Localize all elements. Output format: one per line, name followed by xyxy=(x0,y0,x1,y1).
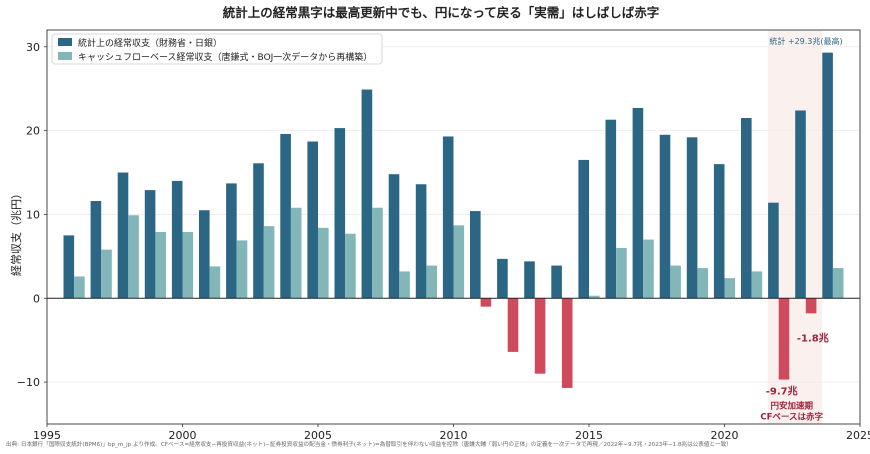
bar-cashflow-2022 xyxy=(778,298,790,380)
bar-cashflow-2010 xyxy=(453,225,465,299)
x-tick-label: 2000 xyxy=(169,429,197,442)
x-tick-label: 2020 xyxy=(711,429,739,442)
annotation-note-line1: 円安加速期 xyxy=(770,401,813,412)
bar-reported-1996 xyxy=(63,235,75,299)
source-note: 出典: 日本銀行「国際収支統計(BPM6)」bp_m_jp より作成。CFベース… xyxy=(6,440,732,448)
bar-cashflow-1996 xyxy=(74,276,85,299)
x-tick-label: 2010 xyxy=(440,429,468,442)
bar-reported-2015 xyxy=(578,159,589,299)
y-axis-label: 経常収支（兆円） xyxy=(10,188,23,276)
bar-cashflow-2008 xyxy=(399,271,410,299)
bar-reported-2000 xyxy=(171,180,183,299)
bar-cashflow-2014 xyxy=(561,298,573,388)
bar-cashflow-2023 xyxy=(805,298,817,314)
bar-reported-2014 xyxy=(551,265,562,299)
bar-cashflow-2018 xyxy=(670,265,681,299)
bar-reported-2009 xyxy=(415,184,427,299)
bar-cashflow-2009 xyxy=(426,265,437,299)
axes-group: −10 0 10 20 30 1995 2000 2005 2010 2015 2020 2025 xyxy=(17,29,870,442)
bar-reported-1998 xyxy=(117,172,129,299)
annotation-2022-value: -9.7兆 xyxy=(766,385,798,398)
bar-reported-2006 xyxy=(334,128,346,299)
bar-reported-2003 xyxy=(253,163,264,299)
annotation-note-line2: CFベースは赤字 xyxy=(760,412,823,423)
y-tick-label: 0 xyxy=(33,292,40,305)
bar-reported-2010 xyxy=(442,136,454,299)
bar-cashflow-2015 xyxy=(589,295,600,299)
legend-label-cashflow: キャッシュフローベース経常収支（唐鎌式・BOJ一次データから再構築） xyxy=(78,51,372,63)
bar-cashflow-2000 xyxy=(182,232,194,299)
x-tick-label: 2015 xyxy=(575,429,603,442)
x-tick-label: 2025 xyxy=(846,429,870,442)
bar-cashflow-2024 xyxy=(832,268,844,299)
bar-reported-2023 xyxy=(795,110,806,299)
bar-reported-2017 xyxy=(632,107,644,299)
chart-title: 統計上の経常黒字は最高更新中でも、円になって戻る「実需」はしばしば赤字 xyxy=(223,5,660,20)
bar-cashflow-2012 xyxy=(507,298,519,352)
bar-reported-2018 xyxy=(659,134,671,299)
bar-cashflow-2007 xyxy=(372,207,383,299)
bars-group xyxy=(63,52,844,388)
y-tick-label: 20 xyxy=(26,125,40,138)
bar-reported-2004 xyxy=(280,133,291,299)
bar-cashflow-2019 xyxy=(697,268,708,299)
bar-reported-2011 xyxy=(470,211,481,299)
bar-cashflow-2017 xyxy=(643,239,654,299)
bar-reported-2012 xyxy=(497,258,508,299)
y-tick-label: −10 xyxy=(17,376,40,389)
x-tick-label: 1995 xyxy=(33,429,61,442)
bar-reported-2024 xyxy=(822,52,833,299)
bar-reported-2022 xyxy=(768,202,779,299)
legend-label-reported: 統計上の経常収支（財務省・日銀） xyxy=(78,37,222,49)
bar-reported-2021 xyxy=(741,118,752,299)
annotation-2023-value: -1.8兆 xyxy=(797,331,829,344)
bar-cashflow-2003 xyxy=(263,226,275,299)
bar-reported-2007 xyxy=(361,89,373,299)
bar-cashflow-2002 xyxy=(236,240,248,299)
bar-cashflow-2021 xyxy=(751,271,763,299)
bar-reported-1997 xyxy=(90,201,102,299)
bar-cashflow-2020 xyxy=(724,278,736,299)
legend-swatch-reported xyxy=(58,38,72,46)
legend-swatch-cashflow xyxy=(58,52,72,60)
bar-reported-2020 xyxy=(713,164,725,299)
annotation-peak: 統計 +29.3兆(最高) xyxy=(769,36,842,46)
bar-reported-2005 xyxy=(307,141,318,299)
bar-cashflow-1999 xyxy=(155,232,166,299)
x-tick-label: 2005 xyxy=(304,429,332,442)
bar-cashflow-1997 xyxy=(101,249,112,299)
bar-cashflow-2005 xyxy=(318,227,329,299)
y-tick-label: 10 xyxy=(26,208,40,221)
legend: 統計上の経常収支（財務省・日銀） キャッシュフローベース経常収支（唐鎌式・BOJ一… xyxy=(51,33,383,65)
bar-cashflow-2011 xyxy=(480,298,492,307)
bar-cashflow-2001 xyxy=(209,266,221,299)
bar-cashflow-2006 xyxy=(345,233,356,299)
bar-cashflow-2016 xyxy=(616,247,627,299)
bar-reported-2008 xyxy=(388,174,400,299)
y-tick-label: 30 xyxy=(26,41,40,54)
bar-reported-2019 xyxy=(686,137,698,299)
bar-cashflow-2004 xyxy=(290,207,302,299)
bar-reported-1999 xyxy=(144,190,156,299)
bar-cashflow-2013 xyxy=(534,298,546,374)
bar-reported-2001 xyxy=(199,210,210,299)
bar-reported-2016 xyxy=(605,119,617,299)
bar-reported-2002 xyxy=(226,183,237,299)
bar-cashflow-1998 xyxy=(128,215,139,299)
bar-reported-2013 xyxy=(524,261,535,299)
legend-box xyxy=(51,33,383,65)
